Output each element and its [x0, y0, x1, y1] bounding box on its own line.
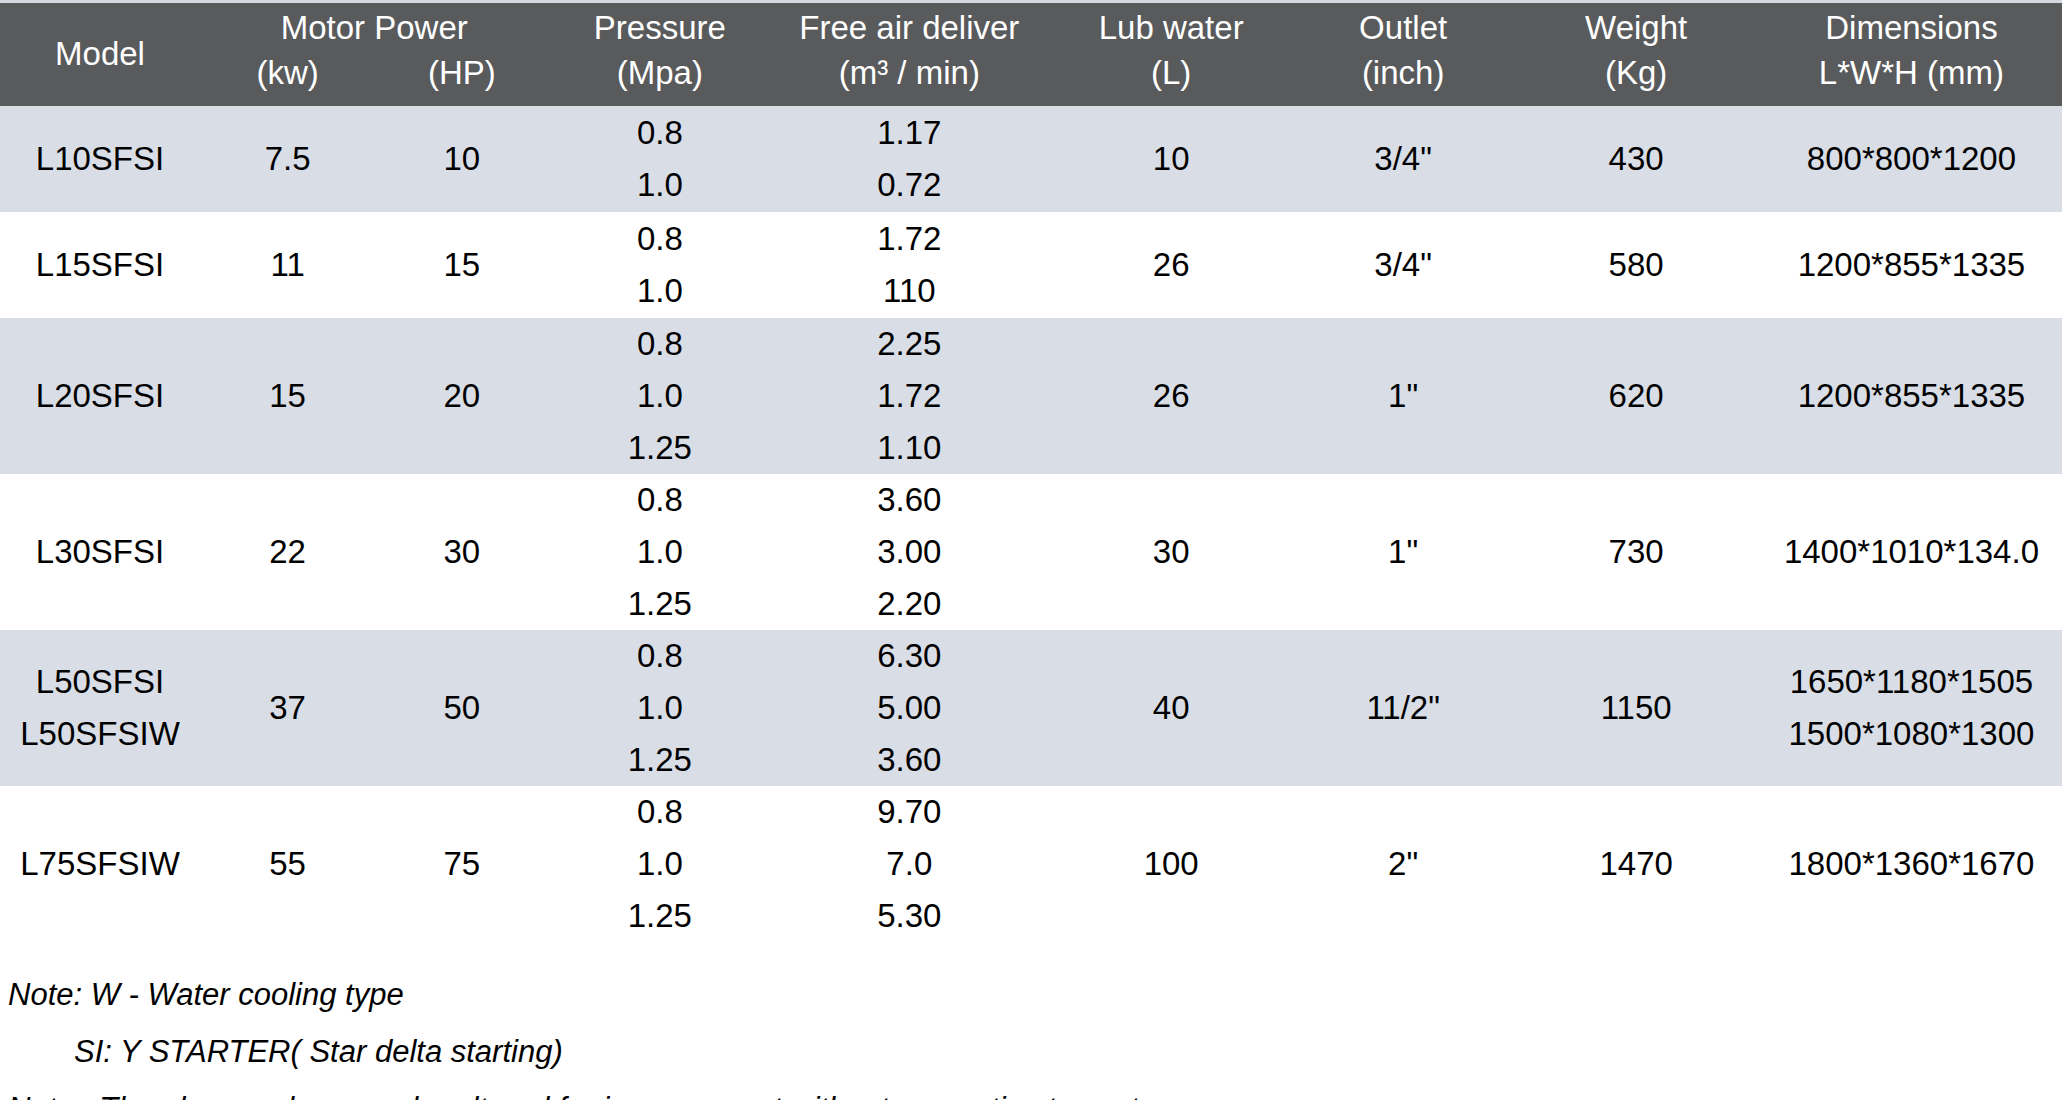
unit-hp: (HP) — [375, 49, 548, 106]
unit-m3-min: (m³ / min) — [771, 49, 1047, 106]
free-air-cell: 2.25 1.72 1.10 — [771, 318, 1047, 474]
lub-water-cell: 26 — [1047, 318, 1294, 474]
pressure-cell: 0.8 1.0 1.25 — [548, 474, 771, 630]
table-row-l30sfsi: L30SFSI 22 30 0.8 1.0 1.25 3.60 3.00 2.2… — [0, 474, 2062, 630]
free-air-cell: 1.17 0.72 — [771, 106, 1047, 212]
dimensions-cell: 1200*855*1335 — [1761, 318, 2062, 474]
lub-water-cell: 10 — [1047, 106, 1294, 212]
unit-kg: (Kg) — [1511, 49, 1761, 106]
col-header-motor-power: Motor Power — [200, 2, 548, 49]
header-row-labels: Model Motor Power Pressure Free air deli… — [0, 2, 2062, 49]
hp-cell: 15 — [375, 212, 548, 318]
table-row-l10sfsi: L10SFSI 7.5 10 0.8 1.0 1.17 0.72 10 3/4"… — [0, 106, 2062, 212]
note-disclaimer: Note : The above values can be altered f… — [8, 1080, 2062, 1100]
table-row-l75sfsiw: L75SFSIW 55 75 0.8 1.0 1.25 9.70 7.0 5.3… — [0, 786, 2062, 942]
pressure-cell: 0.8 1.0 — [548, 212, 771, 318]
weight-cell: 430 — [1511, 106, 1761, 212]
table-body: L10SFSI 7.5 10 0.8 1.0 1.17 0.72 10 3/4"… — [0, 106, 2062, 942]
weight-cell: 1470 — [1511, 786, 1761, 942]
table-row-l15sfsi: L15SFSI 11 15 0.8 1.0 1.72 110 26 3/4" 5… — [0, 212, 2062, 318]
kw-cell: 55 — [200, 786, 375, 942]
weight-cell: 730 — [1511, 474, 1761, 630]
note-water-cooling: Note: W - Water cooling type — [8, 966, 2062, 1023]
weight-cell: 620 — [1511, 318, 1761, 474]
col-header-weight: Weight — [1511, 2, 1761, 49]
kw-cell: 7.5 — [200, 106, 375, 212]
lub-water-cell: 30 — [1047, 474, 1294, 630]
col-header-free-air: Free air deliver — [771, 2, 1047, 49]
hp-cell: 50 — [375, 630, 548, 786]
weight-cell: 1150 — [1511, 630, 1761, 786]
unit-l: (L) — [1047, 49, 1294, 106]
outlet-cell: 1" — [1295, 318, 1512, 474]
hp-cell: 10 — [375, 106, 548, 212]
pressure-cell: 0.8 1.0 — [548, 106, 771, 212]
unit-mpa: (Mpa) — [548, 49, 771, 106]
pressure-cell: 0.8 1.0 1.25 — [548, 630, 771, 786]
dimensions-cell: 1800*1360*1670 — [1761, 786, 2062, 942]
model-cell: L50SFSI L50SFSIW — [0, 630, 200, 786]
col-header-lub-water: Lub water — [1047, 2, 1294, 49]
note-si-starter: SI: Y STARTER( Star delta starting) — [8, 1023, 2062, 1080]
model-cell: L20SFSI — [0, 318, 200, 474]
kw-cell: 37 — [200, 630, 375, 786]
header-row-units: (kw) (HP) (Mpa) (m³ / min) (L) (inch) (K… — [0, 49, 2062, 106]
model-cell: L10SFSI — [0, 106, 200, 212]
hp-cell: 30 — [375, 474, 548, 630]
table-row-l50sfsi: L50SFSI L50SFSIW 37 50 0.8 1.0 1.25 6.30… — [0, 630, 2062, 786]
unit-inch: (inch) — [1295, 49, 1512, 106]
unit-kw: (kw) — [200, 49, 375, 106]
free-air-cell: 3.60 3.00 2.20 — [771, 474, 1047, 630]
spec-table: Model Motor Power Pressure Free air deli… — [0, 0, 2062, 942]
pressure-cell: 0.8 1.0 1.25 — [548, 786, 771, 942]
kw-cell: 11 — [200, 212, 375, 318]
dimensions-cell: 1400*1010*134.0 — [1761, 474, 2062, 630]
kw-cell: 15 — [200, 318, 375, 474]
outlet-cell: 3/4" — [1295, 106, 1512, 212]
spec-sheet: Model Motor Power Pressure Free air deli… — [0, 0, 2062, 1100]
free-air-cell: 9.70 7.0 5.30 — [771, 786, 1047, 942]
hp-cell: 20 — [375, 318, 548, 474]
col-header-outlet: Outlet — [1295, 2, 1512, 49]
lub-water-cell: 40 — [1047, 630, 1294, 786]
outlet-cell: 11/2" — [1295, 630, 1512, 786]
model-cell: L75SFSIW — [0, 786, 200, 942]
free-air-cell: 6.30 5.00 3.60 — [771, 630, 1047, 786]
pressure-cell: 0.8 1.0 1.25 — [548, 318, 771, 474]
outlet-cell: 1" — [1295, 474, 1512, 630]
col-header-dimensions: Dimensions — [1761, 2, 2062, 49]
col-header-pressure: Pressure — [548, 2, 771, 49]
dimensions-cell: 800*800*1200 — [1761, 106, 2062, 212]
kw-cell: 22 — [200, 474, 375, 630]
model-cell: L15SFSI — [0, 212, 200, 318]
table-header: Model Motor Power Pressure Free air deli… — [0, 2, 2062, 106]
footnotes: Note: W - Water cooling type SI: Y START… — [8, 966, 2062, 1100]
table-row-l20sfsi: L20SFSI 15 20 0.8 1.0 1.25 2.25 1.72 1.1… — [0, 318, 2062, 474]
lub-water-cell: 26 — [1047, 212, 1294, 318]
outlet-cell: 3/4" — [1295, 212, 1512, 318]
dimensions-cell: 1200*855*1335 — [1761, 212, 2062, 318]
col-header-model: Model — [0, 2, 200, 106]
hp-cell: 75 — [375, 786, 548, 942]
dimensions-cell: 1650*1180*1505 1500*1080*1300 — [1761, 630, 2062, 786]
unit-lwh: L*W*H (mm) — [1761, 49, 2062, 106]
lub-water-cell: 100 — [1047, 786, 1294, 942]
weight-cell: 580 — [1511, 212, 1761, 318]
model-cell: L30SFSI — [0, 474, 200, 630]
outlet-cell: 2" — [1295, 786, 1512, 942]
free-air-cell: 1.72 110 — [771, 212, 1047, 318]
